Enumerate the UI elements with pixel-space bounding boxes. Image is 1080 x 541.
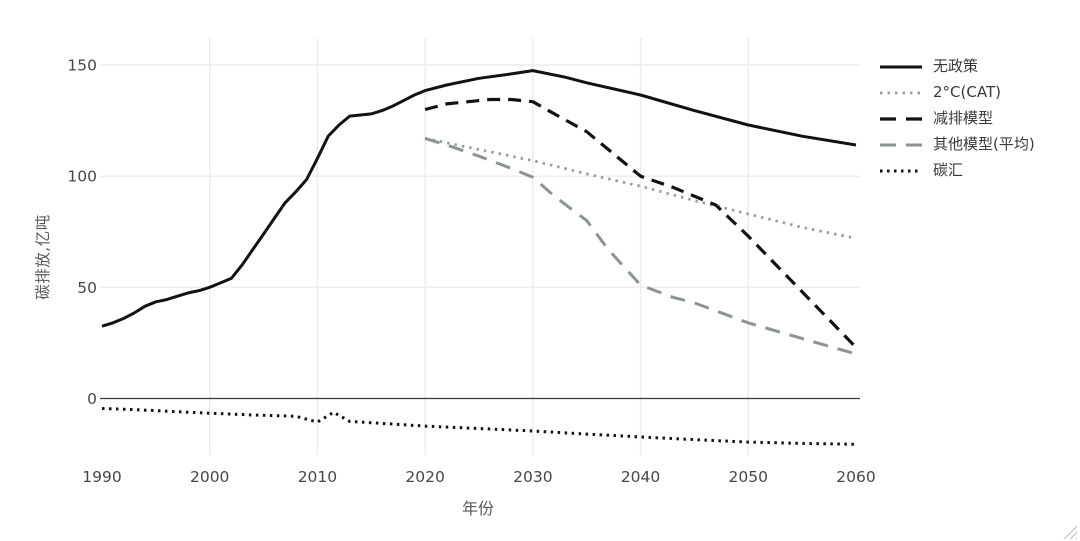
legend-line-sample <box>880 143 922 146</box>
y-tick-label: 150 <box>67 57 97 75</box>
legend-label: 无政策 <box>933 57 979 75</box>
series-line-5 <box>101 407 857 446</box>
legend-line-sample <box>880 116 922 121</box>
x-tick-label: 2000 <box>190 468 229 486</box>
series-line-4 <box>424 136 857 356</box>
y-tick-label: 0 <box>87 390 97 408</box>
x-tick-label: 1990 <box>82 468 121 486</box>
x-tick-label: 2030 <box>513 468 552 486</box>
series-line-2 <box>424 137 857 240</box>
legend-label: 减排模型 <box>933 109 994 127</box>
legend-label: 碳汇 <box>933 161 964 179</box>
legend-item-4[interactable]: 其他模型(平均) <box>880 136 1035 153</box>
x-tick-label: 2020 <box>405 468 444 486</box>
legend-item-1[interactable]: 无政策 <box>880 58 1035 75</box>
legend-label: 其他模型(平均) <box>933 135 1035 153</box>
series-line-3 <box>424 97 858 349</box>
legend-item-3[interactable]: 减排模型 <box>880 110 1035 127</box>
legend-item-2[interactable]: 2°C(CAT) <box>880 84 1035 101</box>
x-tick-label: 2040 <box>621 468 660 486</box>
legend-label: 2°C(CAT) <box>933 83 1001 101</box>
x-tick-label: 2050 <box>729 468 768 486</box>
legend: 无政策 2°C(CAT) 减排模型其他模型(平均) 碳汇 <box>880 58 1035 179</box>
legend-line-sample <box>880 169 922 172</box>
legend-line-sample <box>880 65 922 68</box>
y-tick-label: 50 <box>77 279 97 297</box>
y-tick-label: 100 <box>67 168 97 186</box>
legend-line-sample <box>880 91 922 94</box>
y-axis-title: 碳排放,亿吨 <box>34 214 52 300</box>
x-tick-label: 2060 <box>836 468 875 486</box>
x-tick-label: 2010 <box>298 468 337 486</box>
x-axis-title: 年份 <box>461 499 495 518</box>
series-line-1 <box>101 69 857 328</box>
legend-item-5[interactable]: 碳汇 <box>880 162 1035 179</box>
